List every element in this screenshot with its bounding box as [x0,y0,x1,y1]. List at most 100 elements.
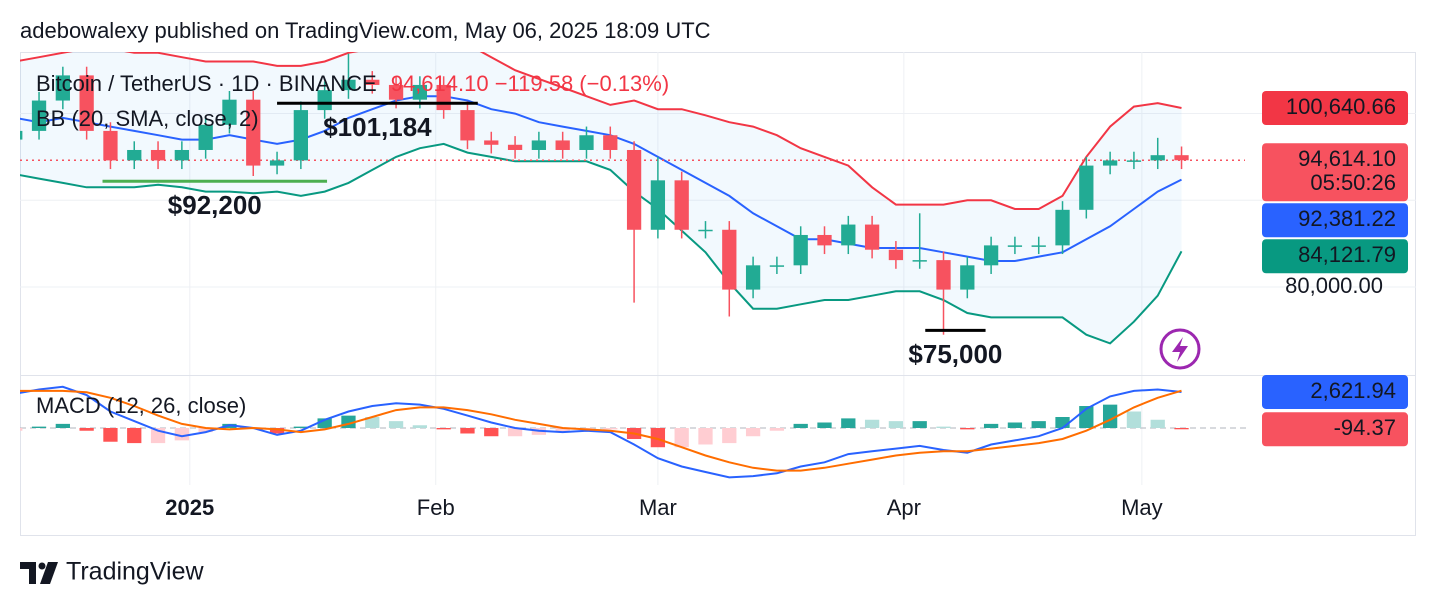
candle-body [626,149,642,230]
overlay: 2025 Feb Mar Apr May $92,200 $101,184 $75,000 10… [102,91,1408,520]
x-tick-label: Mar [639,495,677,520]
candle-body [1150,155,1165,161]
candle-body [579,135,594,150]
macd-histogram-bar [103,427,118,442]
candle-body [460,110,475,141]
logo-mark [40,562,58,584]
macd-histogram-bar [960,427,975,430]
candle-body [936,260,951,290]
candle-body [817,234,832,246]
macd-histogram-bar [127,427,142,444]
candle-body [841,224,856,246]
y-tick-label: 80,000.00 [1285,273,1383,298]
macd-histogram-bar [1007,422,1023,428]
annotation-label: $92,200 [168,190,262,220]
macd-histogram-bar [912,421,927,428]
candle-body [317,90,332,111]
price-label: 92,381.22 [1298,206,1396,231]
price-label: 05:50:26 [1310,170,1396,195]
macd-histogram-bar [20,427,23,431]
candle-body [769,265,785,267]
candle-body [484,140,499,145]
lightning-icon[interactable] [1159,328,1201,370]
candle-body [555,140,570,150]
x-tick-label: Feb [417,495,455,520]
price-label-box [1262,143,1408,202]
candle-body [1174,155,1189,161]
macd-line [20,385,1182,479]
bb-fill [20,52,1182,344]
candle-body [365,79,380,85]
candle-body [388,84,404,100]
macd-histogram-bar [1031,421,1046,428]
x-tick-label: 2025 [165,495,214,520]
candle-body [960,265,975,290]
macd-histogram-bar [293,426,309,428]
candle-body [722,229,737,290]
candle-body [531,140,547,150]
macd-histogram-bar [603,427,618,430]
x-tick-label: May [1121,495,1163,520]
candle-body [745,265,761,290]
x-tick-label: Apr [887,495,921,520]
candle-body [603,135,618,150]
price-label: 2,621.94 [1310,378,1396,403]
candle-body [674,180,689,230]
macd-legend: MACD (12, 26, close) [36,393,246,418]
candle-body [1079,165,1094,210]
candle-body [293,110,309,161]
annotation-label: $75,000 [908,339,1002,369]
macd-histogram-bar [507,427,523,437]
macd-histogram-bar [555,427,570,433]
price-label-box [1262,203,1408,238]
candle-body [198,124,213,150]
header: adebowalexy published on TradingView.com… [20,18,711,43]
icon-bolt [1172,337,1188,362]
price-label-box [1262,91,1408,126]
macd-histogram-bar [698,427,713,445]
macd-histogram-bar [436,427,451,430]
macd-histogram-bar [1150,419,1165,428]
candle-body [20,130,23,140]
candle-body [79,75,94,131]
footer-logo: TradingView [20,558,205,586]
bb-legend: BB (20, SMA, close, 2) [36,106,259,131]
candle-body [150,149,166,161]
macd-histogram-bar [722,427,737,444]
candle-body [1126,160,1142,162]
price-label: 84,121.79 [1298,242,1396,267]
candle-body [912,260,927,262]
macd-histogram-bar [1126,411,1142,428]
macd-histogram-bar [1055,417,1070,428]
price-label-box [1262,412,1408,447]
candle-body [127,149,142,161]
bb-lower-line [20,142,1183,345]
candle-body [269,160,285,166]
macd-histogram-bar [412,425,428,428]
macd-histogram-bar [365,417,380,428]
price-label-box [1262,239,1408,274]
price-pane [20,52,1245,345]
candle-body [341,79,356,91]
legend-symbol: Bitcoin / TetherUS · 1D · BINANCE 94,614.… [36,71,669,96]
candle-body [650,180,666,230]
logo-mark [20,562,36,584]
logo-dot [38,562,46,570]
macd-histogram-bar [31,426,47,428]
macd-histogram-bar [983,423,999,428]
macd-histogram-bar [888,421,904,428]
candle-body [1031,245,1046,247]
candle-body [1055,209,1070,246]
last-quote: 94,614.10 −119.58 (−0.13%) [391,71,669,96]
signal-line [20,389,1182,472]
price-label: -94.37 [1334,415,1396,440]
price-label: 94,614.10 [1298,146,1396,171]
candle-body [31,100,47,131]
candle-body [174,149,189,161]
macd-histogram-bar [674,427,689,448]
candle-body [222,99,237,125]
macd-histogram-bar [936,426,951,428]
macd-histogram-bar [388,421,404,428]
